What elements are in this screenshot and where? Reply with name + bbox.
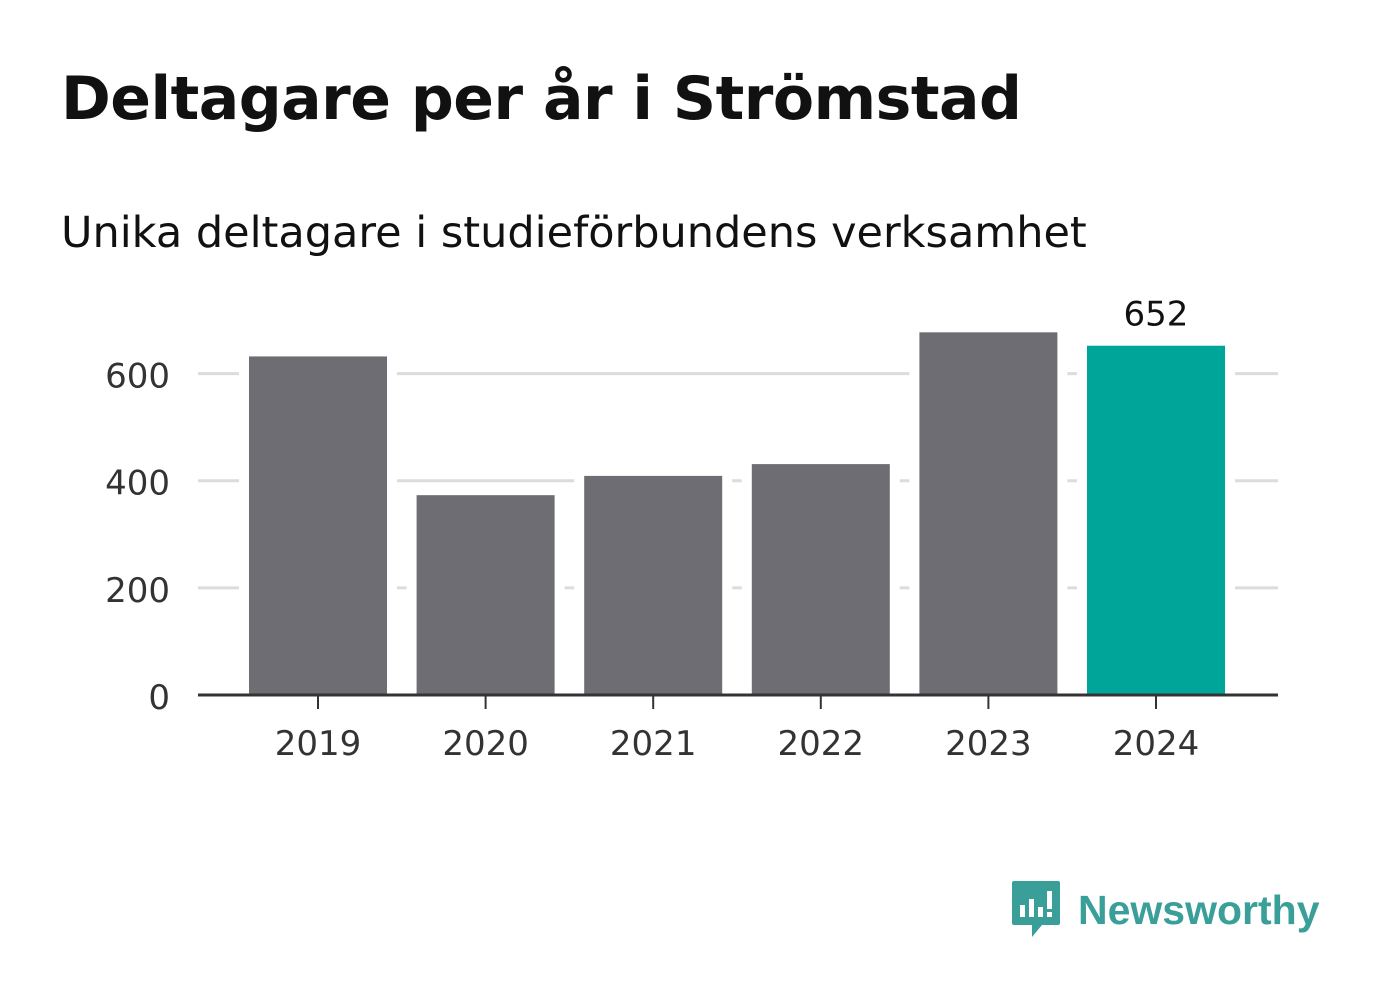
newsworthy-chart-icon	[1012, 881, 1060, 937]
bar-2021	[584, 475, 723, 695]
chart-subtitle: Unika deltagare i studieförbundens verks…	[61, 208, 1087, 258]
brand-logo: Newsworthy	[1010, 878, 1320, 942]
y-tick-label-0: 0	[148, 678, 170, 718]
bar-2019	[249, 356, 387, 695]
x-tick-label-2022: 2022	[778, 724, 865, 764]
bar-2020	[416, 495, 555, 695]
x-tick-label-2023: 2023	[945, 724, 1032, 764]
bars	[239, 332, 1235, 695]
bar-2023	[919, 332, 1058, 695]
brand-name: Newsworthy	[1078, 886, 1320, 933]
bar-2024	[1087, 345, 1225, 695]
y-tick-label-200: 200	[105, 571, 170, 611]
bar-2022	[751, 464, 890, 695]
x-tick-label-2021: 2021	[610, 724, 697, 764]
x-tick-label-2020: 2020	[442, 724, 529, 764]
x-tick-label-2019: 2019	[275, 724, 362, 764]
chart-title: Deltagare per år i Strömstad	[61, 64, 1022, 134]
x-tick-label-2024: 2024	[1113, 724, 1200, 764]
data-label-2024: 652	[1124, 295, 1189, 335]
axes	[198, 693, 1278, 709]
y-tick-label-400: 400	[105, 464, 170, 504]
labels: 0 200 400 600 2019 2020 2021 2022 2023 2024 652	[105, 295, 1199, 764]
y-tick-label-600: 600	[105, 357, 170, 397]
